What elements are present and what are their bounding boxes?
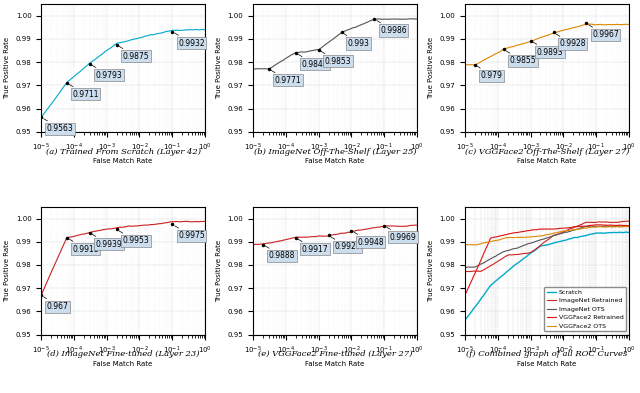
ImageNet OTS	[540, 237, 547, 242]
Text: 0.9948: 0.9948	[354, 232, 384, 246]
Y-axis label: True Positive Rate: True Positive Rate	[4, 240, 10, 302]
Text: (d) ImageNet Fine-tuned (Layer 23): (d) ImageNet Fine-tuned (Layer 23)	[47, 350, 200, 358]
Text: (f) Combined graph of all ROC Curves: (f) Combined graph of all ROC Curves	[467, 350, 628, 358]
Text: 0.9771: 0.9771	[271, 70, 301, 85]
Scratch	[539, 243, 547, 248]
Y-axis label: True Positive Rate: True Positive Rate	[216, 240, 222, 302]
VGGFace2 OTS	[596, 224, 604, 229]
ImageNet Retrained	[624, 219, 632, 224]
X-axis label: False Match Rate: False Match Rate	[305, 158, 365, 164]
Text: 0.9975: 0.9975	[175, 226, 205, 240]
Text: 0.9932: 0.9932	[175, 33, 205, 48]
Legend: Scratch, ImageNet Retrained, ImageNet OTS, VGGFace2 Retrained, VGGFace2 OTS: Scratch, ImageNet Retrained, ImageNet OT…	[544, 287, 626, 331]
Text: 0.993: 0.993	[344, 33, 369, 48]
Text: 0.9875: 0.9875	[119, 46, 149, 61]
Text: 0.9711: 0.9711	[69, 84, 99, 99]
VGGFace2 Retrained	[461, 293, 469, 298]
Text: 0.9939: 0.9939	[92, 234, 122, 249]
ImageNet OTS	[625, 224, 633, 228]
Text: 0.9793: 0.9793	[92, 65, 122, 80]
VGGFace2 OTS	[550, 231, 558, 235]
ImageNet Retrained	[559, 230, 566, 235]
X-axis label: False Match Rate: False Match Rate	[517, 361, 577, 367]
Text: 0.9967: 0.9967	[589, 25, 619, 39]
Text: 0.9986: 0.9986	[377, 20, 407, 35]
ImageNet OTS	[463, 265, 470, 270]
ImageNet OTS	[550, 233, 558, 238]
Text: (c) VGGFace2 Off-The-Shelf (Layer 27): (c) VGGFace2 Off-The-Shelf (Layer 27)	[465, 147, 629, 156]
ImageNet Retrained	[625, 219, 633, 224]
VGGFace2 OTS	[540, 233, 548, 238]
VGGFace2 Retrained	[539, 227, 547, 231]
ImageNet Retrained	[539, 241, 547, 246]
Y-axis label: True Positive Rate: True Positive Rate	[428, 240, 434, 302]
ImageNet OTS	[596, 224, 604, 229]
ImageNet Retrained	[596, 220, 604, 224]
Text: 0.9893: 0.9893	[533, 42, 563, 57]
ImageNet OTS	[461, 265, 469, 270]
Text: 0.9563: 0.9563	[44, 119, 74, 133]
Line: VGGFace2 Retrained: VGGFace2 Retrained	[465, 225, 629, 295]
Scratch	[625, 230, 633, 235]
Scratch	[596, 231, 604, 235]
Scratch	[621, 230, 629, 235]
VGGFace2 Retrained	[596, 222, 604, 227]
Text: 0.9969: 0.9969	[387, 227, 417, 242]
Y-axis label: True Positive Rate: True Positive Rate	[428, 37, 434, 99]
ImageNet Retrained	[540, 240, 548, 245]
VGGFace2 Retrained	[550, 227, 557, 231]
Text: 0.967: 0.967	[44, 297, 69, 311]
VGGFace2 Retrained	[540, 227, 548, 231]
Scratch	[461, 318, 469, 322]
ImageNet OTS	[559, 231, 567, 235]
X-axis label: False Match Rate: False Match Rate	[93, 361, 153, 367]
VGGFace2 OTS	[540, 233, 547, 238]
VGGFace2 Retrained	[625, 223, 633, 228]
ImageNet Retrained	[461, 269, 469, 274]
ImageNet OTS	[622, 224, 630, 228]
Text: 0.9853: 0.9853	[321, 51, 351, 66]
Text: 0.9917: 0.9917	[298, 239, 328, 254]
Text: 0.979: 0.979	[477, 66, 502, 81]
VGGFace2 Retrained	[596, 222, 604, 227]
VGGFace2 Retrained	[559, 226, 566, 231]
Text: 0.9840: 0.9840	[298, 54, 328, 69]
Scratch	[621, 230, 629, 235]
Y-axis label: True Positive Rate: True Positive Rate	[4, 37, 10, 99]
Text: 0.9928: 0.9928	[556, 34, 586, 48]
Text: 0.9927: 0.9927	[331, 237, 361, 252]
Text: (a) Trained From Scratch (Layer 42): (a) Trained From Scratch (Layer 42)	[45, 147, 200, 156]
VGGFace2 OTS	[621, 224, 629, 229]
VGGFace2 OTS	[470, 242, 477, 247]
Scratch	[540, 243, 548, 248]
Line: ImageNet Retrained: ImageNet Retrained	[465, 221, 629, 272]
Text: 0.9953: 0.9953	[119, 231, 149, 245]
ImageNet OTS	[540, 237, 548, 241]
Line: Scratch: Scratch	[465, 232, 629, 320]
X-axis label: False Match Rate: False Match Rate	[93, 158, 153, 164]
Text: 0.9855: 0.9855	[506, 51, 536, 65]
Text: 0.9888: 0.9888	[266, 246, 295, 261]
Line: VGGFace2 OTS: VGGFace2 OTS	[465, 226, 629, 245]
VGGFace2 OTS	[623, 224, 630, 229]
ImageNet Retrained	[550, 233, 557, 237]
VGGFace2 OTS	[559, 229, 567, 233]
Scratch	[559, 239, 566, 243]
Scratch	[550, 241, 557, 245]
ImageNet OTS	[618, 224, 625, 228]
VGGFace2 Retrained	[621, 223, 629, 228]
X-axis label: False Match Rate: False Match Rate	[517, 158, 577, 164]
X-axis label: False Match Rate: False Match Rate	[305, 361, 365, 367]
Text: (e) VGGFace2 Fine-tuned (Layer 27): (e) VGGFace2 Fine-tuned (Layer 27)	[258, 350, 412, 358]
Text: 0.9918: 0.9918	[69, 239, 99, 253]
Y-axis label: True Positive Rate: True Positive Rate	[216, 37, 222, 99]
Text: (b) ImageNet Off-The-Shelf (Layer 25): (b) ImageNet Off-The-Shelf (Layer 25)	[253, 147, 417, 156]
VGGFace2 OTS	[461, 242, 469, 247]
ImageNet Retrained	[621, 219, 629, 224]
VGGFace2 OTS	[625, 224, 633, 229]
Line: ImageNet OTS: ImageNet OTS	[465, 226, 629, 268]
